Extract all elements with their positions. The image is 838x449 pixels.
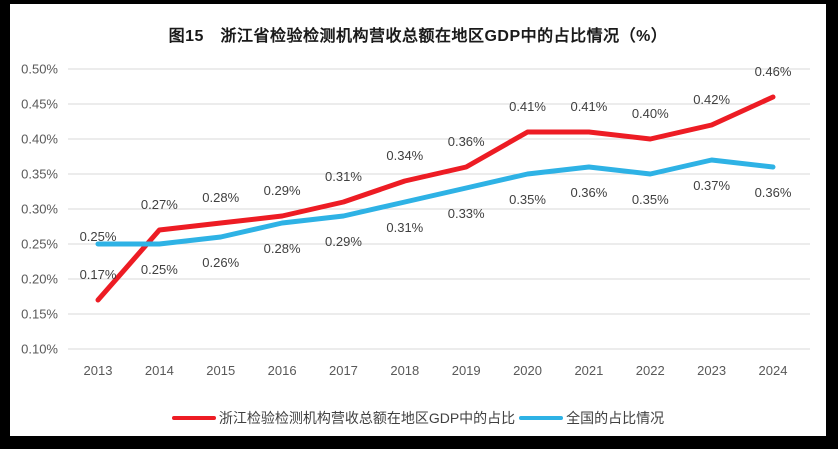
data-point-label: 0.42% bbox=[693, 92, 730, 107]
legend-item-zhejiang: 浙江检验检测机构营收总额在地区GDP中的占比 bbox=[171, 408, 516, 428]
zhejiang-series-swatch bbox=[171, 416, 216, 420]
x-axis-tick-label: 2017 bbox=[329, 363, 358, 378]
y-axis-tick-label: 0.25% bbox=[21, 237, 58, 252]
data-point-label: 0.27% bbox=[141, 197, 178, 212]
legend-item-national: 全国的占比情况 bbox=[519, 408, 664, 428]
data-point-label: 0.25% bbox=[141, 262, 178, 277]
data-point-label: 0.35% bbox=[509, 192, 546, 207]
y-axis-tick-label: 0.20% bbox=[21, 272, 58, 287]
x-axis-tick-label: 2018 bbox=[390, 363, 419, 378]
y-axis-tick-label: 0.35% bbox=[21, 167, 58, 182]
x-axis-tick-label: 2016 bbox=[268, 363, 297, 378]
y-axis-tick-label: 0.50% bbox=[21, 62, 58, 77]
data-point-label: 0.37% bbox=[693, 178, 730, 193]
national-series-label: 全国的占比情况 bbox=[566, 410, 665, 426]
chart-panel: 0.50% 0.45% 0.40% 0.35% 0.30% 0.25% 0.20% 0.15%… bbox=[10, 4, 826, 436]
x-axis-tick-label: 2015 bbox=[206, 363, 235, 378]
zhejiang-series-line bbox=[95, 94, 776, 303]
data-point-label: 0.26% bbox=[202, 255, 239, 270]
data-point-label: 0.31% bbox=[325, 169, 362, 184]
x-axis-tick-label: 2013 bbox=[84, 363, 113, 378]
x-axis-tick-label: 2022 bbox=[636, 363, 665, 378]
chart-title: 图15 浙江省检验检测机构营收总额在地区GDP中的占比情况（%） bbox=[168, 28, 668, 45]
data-point-label: 0.28% bbox=[264, 241, 301, 256]
data-point-label: 0.29% bbox=[264, 183, 301, 198]
chart-legend: 浙江检验检测机构营收总额在地区GDP中的占比 全国的占比情况 bbox=[10, 408, 826, 428]
x-axis-tick-label: 2019 bbox=[452, 363, 481, 378]
data-point-label: 0.35% bbox=[632, 192, 669, 207]
y-axis-tick-label: 0.45% bbox=[21, 97, 58, 112]
data-point-label: 0.34% bbox=[386, 148, 423, 163]
data-point-label: 0.33% bbox=[448, 206, 485, 221]
data-point-label: 0.36% bbox=[448, 134, 485, 149]
data-point-label: 0.25% bbox=[80, 229, 117, 244]
data-point-label: 0.36% bbox=[755, 185, 792, 200]
data-point-label: 0.29% bbox=[325, 234, 362, 249]
x-axis-tick-label: 2021 bbox=[574, 363, 603, 378]
data-point-label: 0.31% bbox=[386, 220, 423, 235]
data-point-label: 0.40% bbox=[632, 106, 669, 121]
national-series-swatch bbox=[519, 416, 564, 420]
data-point-label: 0.28% bbox=[202, 190, 239, 205]
y-axis-tick-label: 0.40% bbox=[21, 132, 58, 147]
data-point-label: 0.17% bbox=[80, 267, 117, 282]
national-series-line bbox=[95, 157, 776, 247]
data-point-label: 0.46% bbox=[755, 64, 792, 79]
x-axis-tick-label: 2023 bbox=[697, 363, 726, 378]
data-point-label: 0.41% bbox=[509, 99, 546, 114]
x-axis-tick-label: 2024 bbox=[759, 363, 788, 378]
y-axis-tick-label: 0.15% bbox=[21, 307, 58, 322]
line-chart-canvas: 0.50% 0.45% 0.40% 0.35% 0.30% 0.25% 0.20% 0.15%… bbox=[21, 62, 810, 378]
x-axis-tick-label: 2020 bbox=[513, 363, 542, 378]
zhejiang-series-label: 浙江检验检测机构营收总额在地区GDP中的占比 bbox=[218, 410, 516, 426]
y-axis-tick-label: 0.30% bbox=[21, 202, 58, 217]
data-point-label: 0.36% bbox=[570, 185, 607, 200]
data-point-label: 0.41% bbox=[570, 99, 607, 114]
y-axis-tick-label: 0.10% bbox=[21, 342, 58, 357]
x-axis-tick-label: 2014 bbox=[145, 363, 174, 378]
